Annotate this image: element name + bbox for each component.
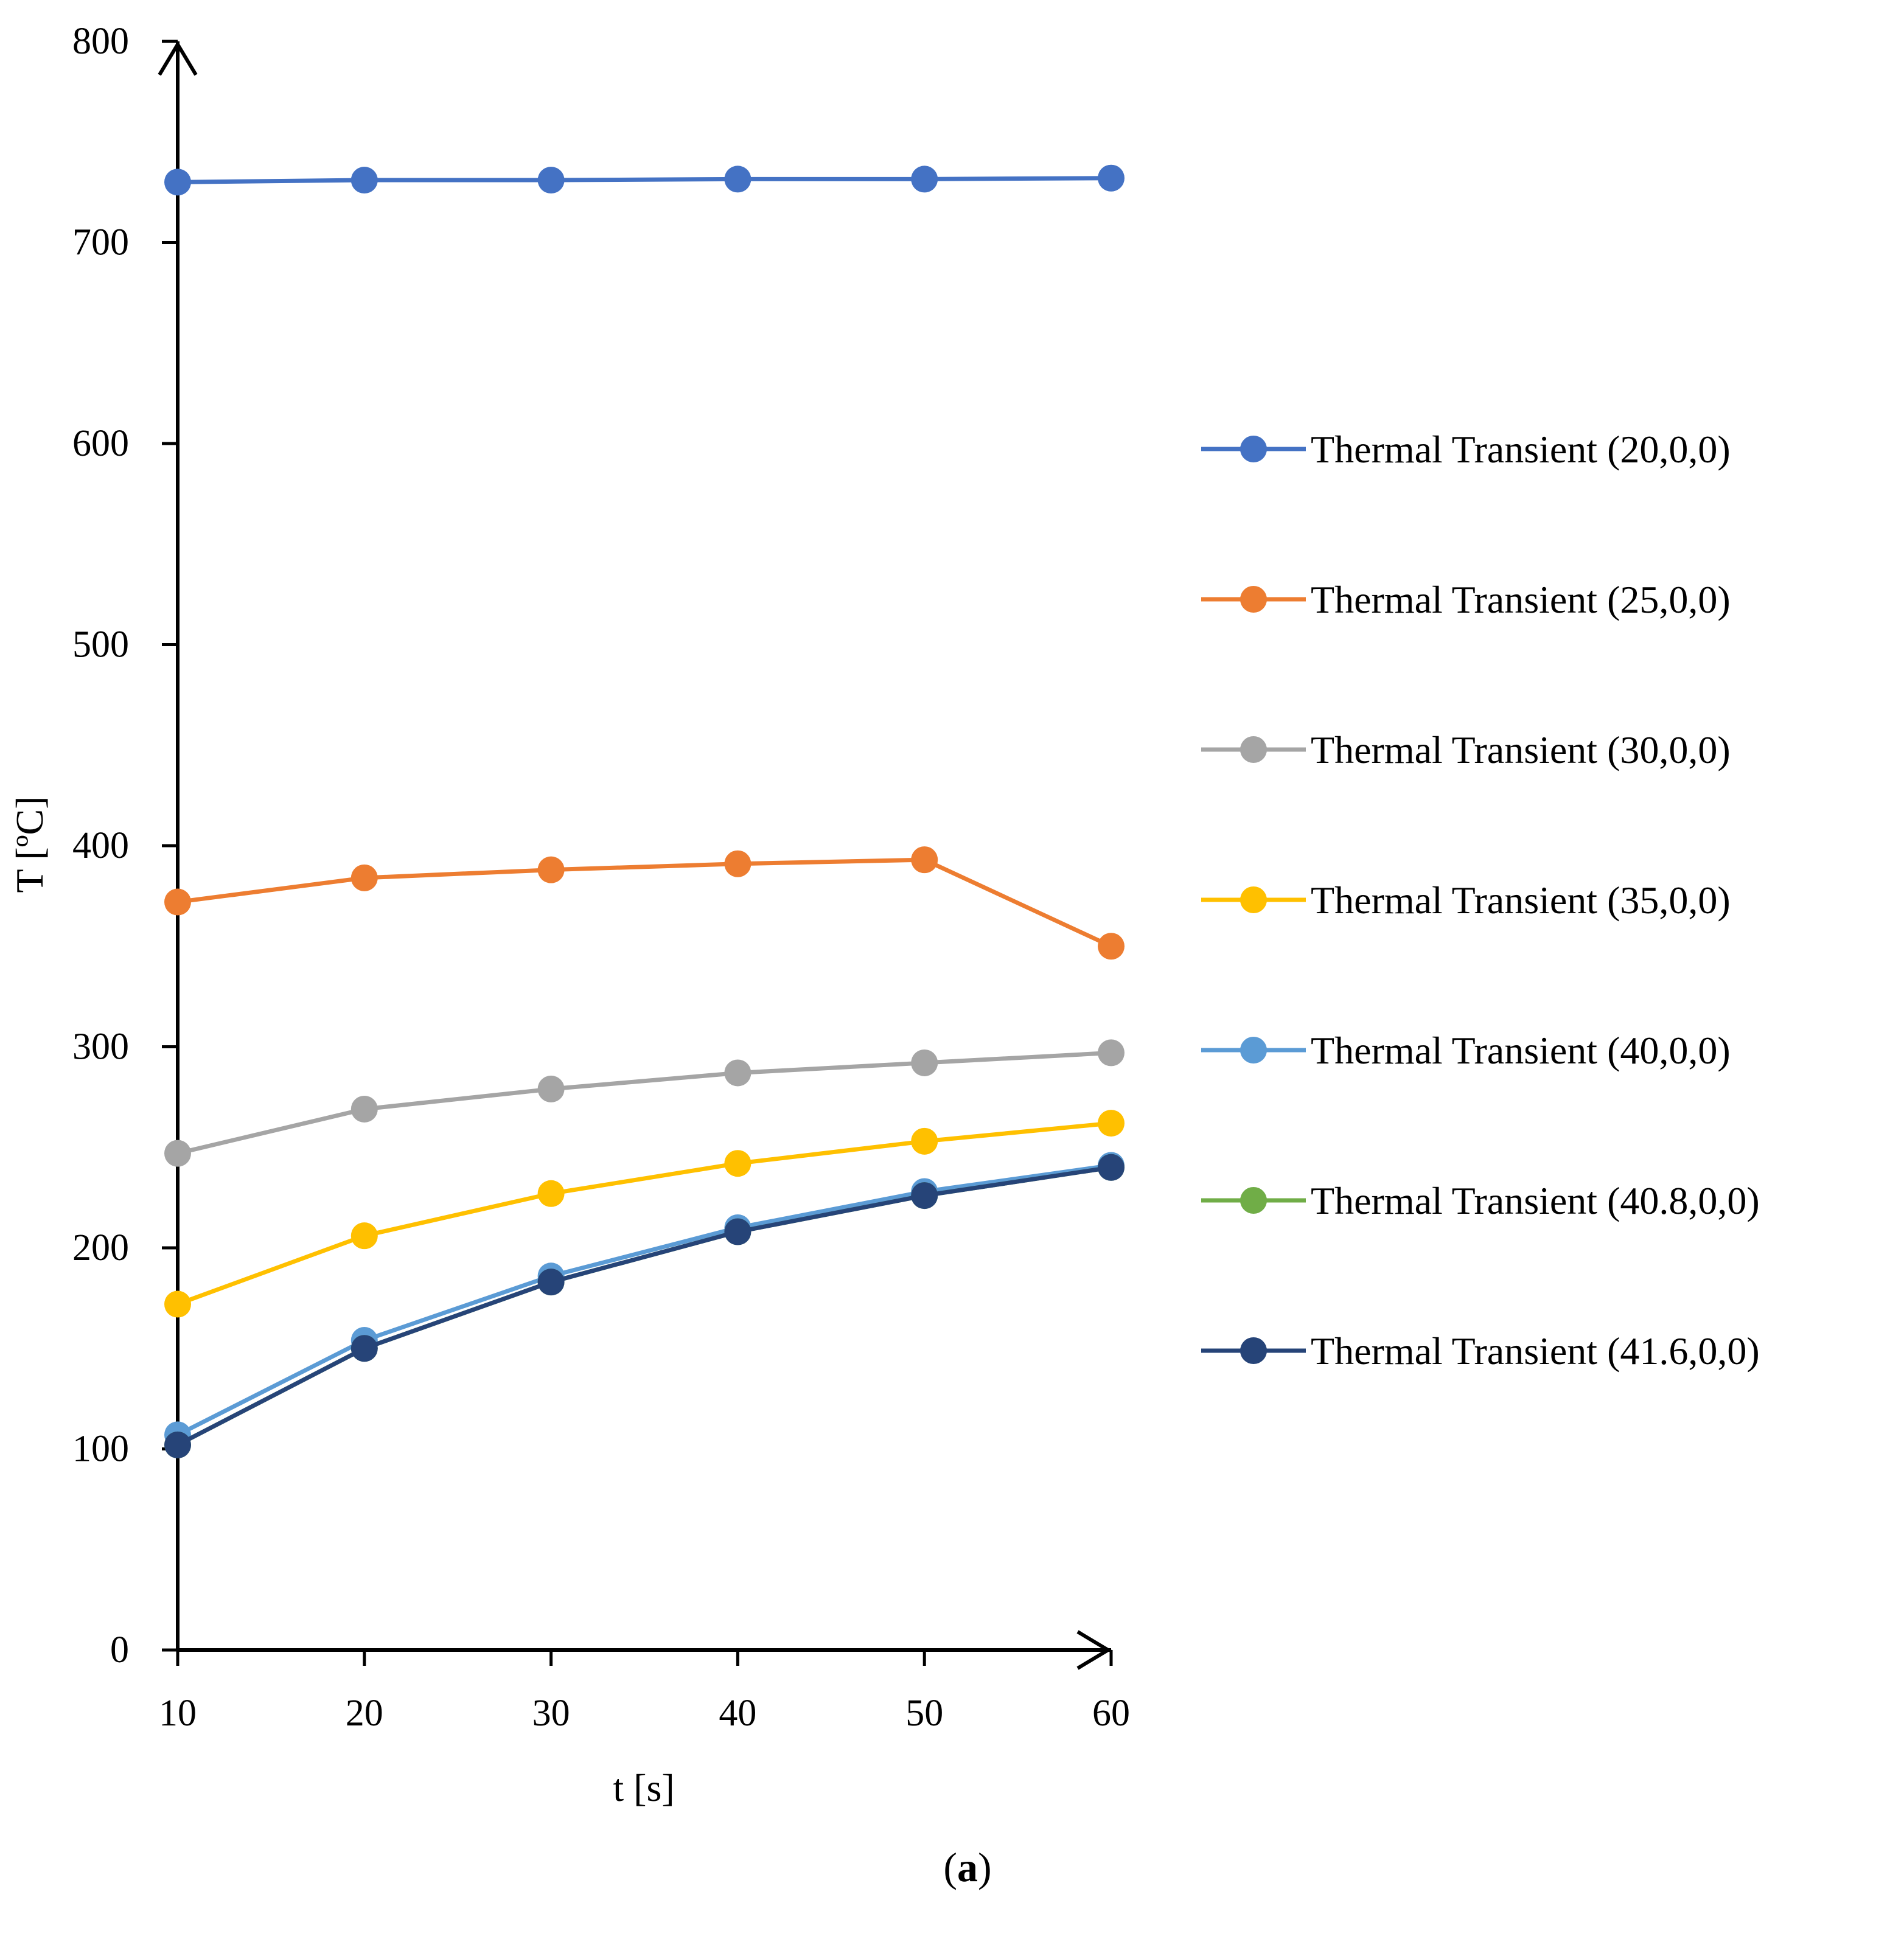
data-point bbox=[1098, 1110, 1125, 1137]
panel-label: (a) bbox=[943, 1844, 991, 1890]
legend-swatch-marker bbox=[1240, 1337, 1267, 1364]
data-point bbox=[911, 1182, 938, 1210]
data-point bbox=[724, 165, 751, 193]
legend-label: Thermal Transient (41.6,0,0) bbox=[1311, 1329, 1760, 1373]
x-tick-label: 60 bbox=[1092, 1693, 1130, 1734]
x-axis-title: t [s] bbox=[613, 1766, 674, 1809]
panel-label-open: ( bbox=[943, 1844, 957, 1890]
y-tick-label: 300 bbox=[72, 1026, 129, 1068]
legend-label: Thermal Transient (25,0,0) bbox=[1311, 578, 1731, 621]
data-point bbox=[350, 864, 378, 891]
x-tick-label: 50 bbox=[905, 1693, 943, 1734]
data-point bbox=[1098, 164, 1125, 192]
y-axis-title: T [ºC] bbox=[8, 796, 51, 893]
y-tick-label: 0 bbox=[110, 1629, 129, 1671]
series-line bbox=[175, 1165, 1114, 1447]
legend-label: Thermal Transient (40.8,0,0) bbox=[1311, 1179, 1760, 1222]
series-line bbox=[175, 176, 1114, 184]
data-point bbox=[350, 167, 378, 194]
x-axis-arrow bbox=[1076, 1630, 1112, 1670]
y-tick-label: 200 bbox=[72, 1227, 129, 1269]
series-6 bbox=[164, 1154, 1125, 1458]
data-point bbox=[350, 1335, 378, 1362]
x-tick-label: 20 bbox=[346, 1693, 383, 1734]
data-point bbox=[164, 888, 191, 916]
x-tick-label: 30 bbox=[532, 1693, 570, 1734]
y-tick-label: 700 bbox=[72, 222, 129, 263]
legend-swatch-marker bbox=[1240, 1037, 1267, 1063]
legend-item: Thermal Transient (40,0,0) bbox=[1201, 1029, 1731, 1072]
series-5 bbox=[164, 1154, 1125, 1458]
data-point bbox=[911, 1127, 938, 1155]
legend-label: Thermal Transient (40,0,0) bbox=[1311, 1029, 1731, 1072]
series-line bbox=[175, 1121, 1114, 1307]
legend-item: Thermal Transient (25,0,0) bbox=[1201, 578, 1731, 621]
legend-item: Thermal Transient (41.6,0,0) bbox=[1201, 1329, 1760, 1373]
data-point bbox=[911, 165, 938, 193]
series-1 bbox=[164, 846, 1125, 960]
legend: Thermal Transient (20,0,0) Thermal Transi… bbox=[1201, 428, 1760, 1373]
data-point bbox=[911, 846, 938, 874]
y-tick-label: 600 bbox=[72, 423, 129, 464]
legend-item: Thermal Transient (40.8,0,0) bbox=[1201, 1179, 1760, 1222]
data-point bbox=[164, 1431, 191, 1458]
series-3 bbox=[164, 1110, 1125, 1318]
data-point bbox=[1098, 1039, 1125, 1067]
series-line bbox=[175, 1050, 1114, 1156]
y-axis-arrow bbox=[158, 41, 198, 76]
y-tick-label: 100 bbox=[72, 1429, 129, 1470]
data-point bbox=[1098, 1154, 1125, 1181]
data-point bbox=[350, 1222, 378, 1250]
series-0 bbox=[164, 164, 1125, 196]
legend-item: Thermal Transient (20,0,0) bbox=[1201, 428, 1731, 471]
legend-swatch-marker bbox=[1240, 436, 1267, 462]
data-point bbox=[724, 1150, 751, 1177]
data-point bbox=[164, 169, 191, 196]
panel-label-close: ) bbox=[978, 1844, 992, 1890]
legend-label: Thermal Transient (30,0,0) bbox=[1311, 728, 1731, 771]
data-point bbox=[724, 850, 751, 877]
legend-swatch-marker bbox=[1240, 586, 1267, 613]
legend-swatch-marker bbox=[1240, 736, 1267, 763]
series-line bbox=[175, 857, 1114, 949]
data-point bbox=[537, 1075, 565, 1102]
data-point bbox=[1098, 933, 1125, 960]
data-point bbox=[911, 1049, 938, 1076]
panel-label-letter: a bbox=[957, 1844, 978, 1890]
data-point bbox=[164, 1290, 191, 1318]
legend-label: Thermal Transient (20,0,0) bbox=[1311, 428, 1731, 471]
legend-item: Thermal Transient (35,0,0) bbox=[1201, 879, 1731, 922]
legend-item: Thermal Transient (30,0,0) bbox=[1201, 728, 1731, 771]
data-point bbox=[537, 1180, 565, 1207]
series-line bbox=[175, 1165, 1114, 1447]
data-point bbox=[724, 1218, 751, 1245]
data-point bbox=[537, 1269, 565, 1296]
data-point bbox=[350, 1095, 378, 1123]
y-tick-label: 400 bbox=[72, 825, 129, 866]
data-point bbox=[537, 167, 565, 194]
data-point bbox=[724, 1059, 751, 1087]
y-tick-label: 800 bbox=[72, 21, 129, 62]
series-group bbox=[164, 164, 1125, 1458]
legend-swatch-marker bbox=[1240, 1187, 1267, 1214]
data-point bbox=[537, 856, 565, 883]
legend-swatch-marker bbox=[1240, 886, 1267, 913]
series-2 bbox=[164, 1039, 1125, 1167]
x-tick-label: 10 bbox=[159, 1693, 197, 1734]
series-line bbox=[175, 1163, 1114, 1437]
data-point bbox=[164, 1140, 191, 1167]
x-tick-label: 40 bbox=[719, 1693, 756, 1734]
y-tick-label: 500 bbox=[72, 624, 129, 666]
legend-label: Thermal Transient (35,0,0) bbox=[1311, 879, 1731, 922]
axes: 0 100 200 300 400 500 600 700 800 10 20 30 40 50 60 bbox=[72, 21, 1130, 1734]
series-4 bbox=[164, 1152, 1125, 1449]
